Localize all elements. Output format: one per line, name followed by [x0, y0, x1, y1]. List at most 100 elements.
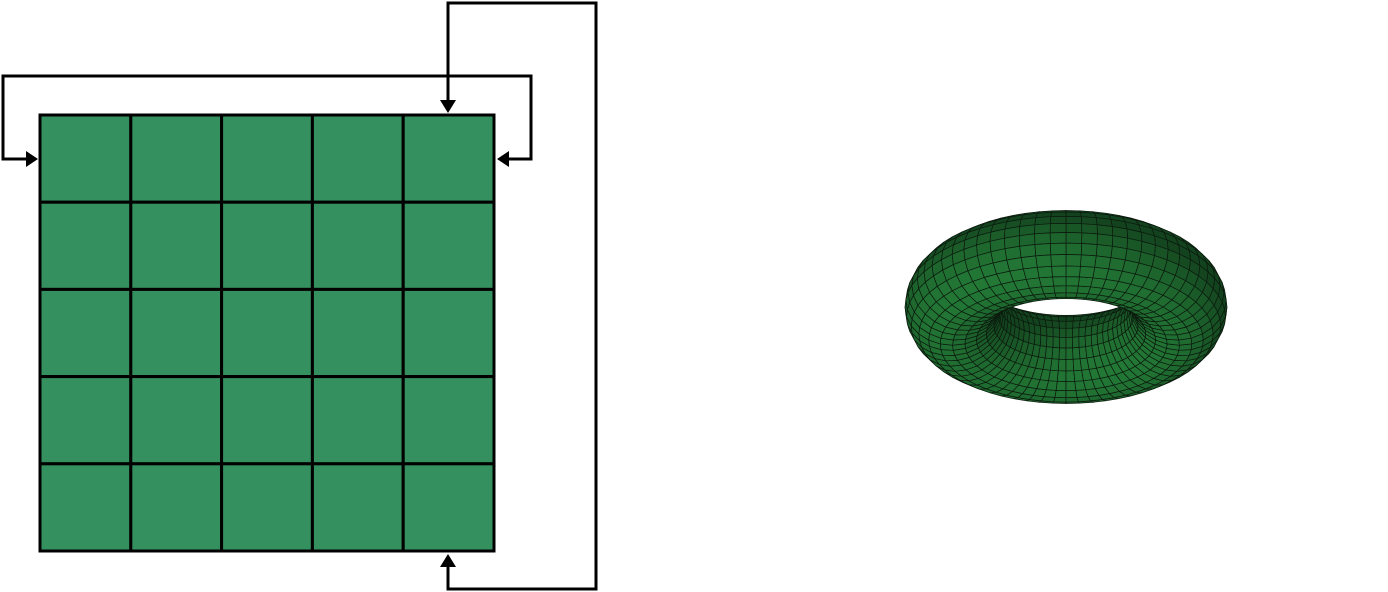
torus-patch-47-9 — [1057, 358, 1067, 372]
torus-patch-16-5 — [1053, 285, 1067, 294]
torus-patch-16-23 — [1049, 223, 1067, 234]
grid-cell-r1-c5 — [401, 113, 496, 204]
grid-cell-r4-c5 — [401, 375, 496, 466]
horizontal-wrap-right-arrowhead — [497, 151, 509, 167]
grid-cell-r2-c4 — [310, 200, 405, 291]
grid-cell-r1-c4 — [310, 113, 405, 204]
torus-patch-49-12 — [1072, 327, 1080, 338]
torus-patch-46-12 — [1052, 327, 1060, 338]
torus-patch-16-4 — [1052, 276, 1067, 287]
torus-patch-48-5 — [1065, 397, 1079, 403]
vertical-wrap-bottom-arrowhead — [440, 554, 456, 567]
grid-cell-r3-c2 — [129, 287, 224, 379]
torus-patch-18-1 — [1019, 244, 1037, 258]
grid-cell-r5-c4 — [310, 462, 405, 553]
torus-patch-18-2 — [1020, 255, 1038, 270]
torus-mesh — [904, 210, 1228, 404]
torus-patch-12-2 — [1108, 257, 1126, 272]
torus-patch-13-1 — [1095, 244, 1113, 258]
torus-patch-48-8 — [1065, 370, 1076, 382]
torus-patch-16-21 — [1050, 211, 1067, 218]
grid-cell-r1-c2 — [129, 113, 224, 204]
torus-patch-48-6 — [1065, 390, 1078, 398]
grid-cell-r3-c5 — [401, 287, 496, 379]
grid-cell-r4-c2 — [129, 375, 224, 466]
torus-patch-15-6 — [1065, 292, 1078, 298]
torus-patch-15-3 — [1065, 265, 1081, 278]
torus-patch-15-22 — [1065, 216, 1082, 225]
grid-cell-r4-c3 — [220, 375, 314, 466]
torus-patch-47-10 — [1058, 347, 1067, 360]
torus-patch-14-4 — [1077, 276, 1094, 288]
torus-patch-17-4 — [1038, 276, 1055, 288]
grid-cell-r2-c5 — [401, 200, 496, 291]
torus-patch-48-12 — [1065, 327, 1073, 338]
torus-patch-15-5 — [1065, 285, 1079, 294]
grid-cell-r3-c1 — [38, 287, 133, 379]
horizontal-wrap-left-arrowhead — [26, 151, 38, 167]
torus-patch-17-5 — [1041, 285, 1056, 295]
torus-patch-47-8 — [1056, 370, 1067, 382]
wrap-arrows — [1, 1, 598, 591]
torus-patch-14-23 — [1081, 223, 1098, 235]
torus-patch-16-22 — [1050, 216, 1067, 225]
torus-patch-47-14 — [1057, 316, 1067, 322]
torus-patch-15-0 — [1065, 232, 1083, 244]
torus-patch-14-1 — [1080, 243, 1098, 257]
periodic-grid — [38, 113, 496, 553]
torus-patch-47-13 — [1058, 320, 1067, 329]
torus-patch-48-11 — [1065, 336, 1073, 349]
torus-patch-16-1 — [1050, 242, 1067, 256]
torus-patch-48-7 — [1065, 380, 1077, 391]
torus-patch-51-11 — [1084, 334, 1093, 348]
grid-cell-r1-c3 — [220, 113, 314, 204]
torus-patch-15-4 — [1065, 276, 1080, 287]
torus-patch-14-2 — [1080, 254, 1097, 268]
vertical-wrap-top-arrowhead — [440, 100, 456, 113]
torus-patch-1-6 — [1164, 334, 1180, 341]
grid-cell-r4-c4 — [310, 375, 405, 466]
torus-patch-15-21 — [1065, 211, 1082, 218]
torus-patch-45-11 — [1046, 335, 1054, 348]
torus-patch-16-0 — [1049, 232, 1067, 244]
torus-patch-47-7 — [1055, 380, 1067, 391]
grid-cell-r2-c1 — [38, 200, 133, 291]
torus-patch-44-11 — [1039, 334, 1048, 348]
torus-patch-14-3 — [1079, 265, 1096, 279]
torus-patch-17-2 — [1035, 254, 1052, 268]
torus-patch-47-6 — [1054, 390, 1067, 398]
torus-patch-17-23 — [1034, 223, 1051, 235]
torus-patch-17-0 — [1034, 232, 1051, 245]
torus-patch-30-6 — [952, 334, 968, 341]
vertical-wrap-line — [446, 1, 598, 591]
torus-patch-15-2 — [1065, 254, 1082, 267]
torus-patch-13-3 — [1092, 266, 1110, 280]
grid-cell-r2-c3 — [220, 200, 314, 291]
horizontal-wrap-line — [1, 74, 533, 161]
torus-patch-50-12 — [1078, 326, 1086, 338]
torus-patch-47-12 — [1059, 327, 1067, 338]
torus-patch-19-2 — [1006, 257, 1024, 272]
grid-cell-r3-c3 — [220, 287, 314, 379]
torus-patch-47-5 — [1053, 397, 1067, 403]
grid-cell-r5-c5 — [401, 462, 496, 553]
grid-cell-r3-c4 — [310, 287, 405, 379]
torus-patch-16-6 — [1054, 292, 1067, 298]
torus-patch-15-23 — [1065, 223, 1083, 234]
torus-patch-50-11 — [1078, 335, 1086, 348]
torus-patch-48-9 — [1065, 358, 1075, 372]
torus-patch-16-2 — [1050, 254, 1067, 267]
torus-patch-47-11 — [1059, 336, 1067, 349]
torus-patch-13-2 — [1094, 255, 1112, 270]
grid-cell-r5-c1 — [38, 462, 133, 553]
torus-patch-51-12 — [1084, 325, 1093, 337]
torus-patch-44-12 — [1039, 325, 1048, 337]
torus-patch-48-13 — [1065, 320, 1074, 329]
grid-cell-r5-c2 — [129, 462, 224, 553]
torus-patch-14-5 — [1076, 285, 1091, 295]
torus-patch-18-3 — [1022, 266, 1040, 280]
torus-patch-45-12 — [1046, 326, 1054, 338]
torus-patch-46-11 — [1052, 336, 1060, 349]
grid-cell-r4-c1 — [38, 375, 133, 466]
